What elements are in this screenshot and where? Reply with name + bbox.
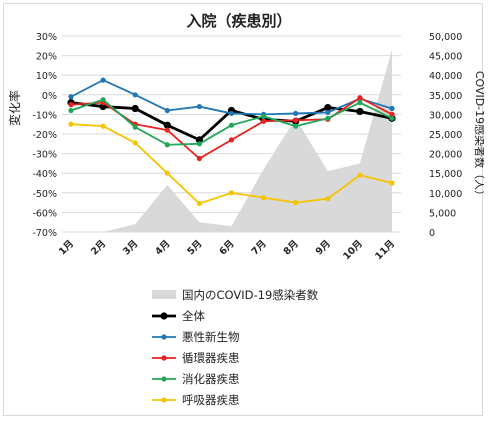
- legend-label: 国内のCOVID-19感染者数: [182, 288, 319, 302]
- y-tick-label: -50%: [32, 189, 57, 200]
- data-point: [132, 140, 138, 146]
- data-point: [261, 195, 267, 201]
- y-tick-label: -30%: [32, 150, 57, 161]
- y-tick-label: -60%: [32, 208, 57, 219]
- y2-tick-label: 5,000: [429, 208, 456, 219]
- data-point: [293, 200, 299, 206]
- data-point: [132, 92, 138, 98]
- data-point: [164, 107, 170, 114]
- data-point: [68, 102, 74, 108]
- y2-tick-label: 35,000: [429, 91, 462, 102]
- x-tick-label: 2月: [89, 238, 108, 257]
- data-point: [68, 94, 74, 100]
- data-point: [195, 136, 203, 144]
- data-point: [196, 103, 202, 110]
- y-tick-label: 30%: [36, 32, 57, 43]
- data-point: [389, 111, 395, 117]
- x-tick-label: 8月: [282, 238, 301, 257]
- chart-frame: 入院（疾患別） 変化率 COVID-19感染者数（人） 30% 20% 10% 0% -…: [3, 3, 484, 416]
- y2-tick-label: 20,000: [429, 150, 462, 161]
- data-point: [357, 100, 363, 106]
- data-point: [131, 104, 139, 113]
- data-point: [164, 142, 170, 148]
- x-tick-label: 6月: [217, 238, 236, 257]
- y-tick-label: -20%: [32, 130, 57, 141]
- data-point: [68, 121, 74, 127]
- data-point: [68, 107, 74, 114]
- data-point: [164, 170, 170, 176]
- line-chart: 入院（疾患別） 変化率 COVID-19感染者数（人） 30% 20% 10% 0% -…: [7, 12, 484, 407]
- y2-axis-label: COVID-19感染者数（人）: [473, 71, 484, 201]
- data-point: [293, 117, 299, 123]
- y2-tick-label: 0: [429, 228, 435, 239]
- x-tick-label: 5月: [185, 238, 204, 257]
- legend-label: 悪性新生物: [182, 330, 240, 344]
- data-point: [100, 97, 106, 103]
- y2-tick-label: 30,000: [429, 110, 462, 121]
- data-point: [228, 137, 235, 143]
- data-point: [228, 190, 235, 196]
- data-point: [325, 115, 331, 121]
- y-tick-label: -40%: [32, 169, 57, 180]
- x-tick-label: 4月: [153, 238, 172, 257]
- chart-title: 入院（疾患別）: [186, 12, 291, 30]
- y2-tick-label: 50,000: [429, 32, 462, 43]
- data-point: [389, 180, 395, 186]
- data-point: [163, 121, 171, 129]
- x-tick-label: 1月: [57, 238, 76, 257]
- legend-label: 呼吸器疾患: [182, 393, 240, 407]
- y2-tick-label: 40,000: [429, 71, 462, 82]
- data-point: [164, 127, 170, 133]
- covid-cases-area: [71, 49, 392, 232]
- legend-marker: [161, 397, 167, 403]
- y-tick-label: 0%: [42, 91, 57, 102]
- y2-tick-label: 10,000: [429, 189, 462, 200]
- y-tick-label: -70%: [32, 228, 57, 239]
- data-point: [196, 155, 202, 162]
- legend-label: 循環器疾患: [182, 351, 240, 365]
- data-point: [324, 103, 332, 112]
- data-point: [100, 123, 106, 129]
- data-point: [389, 115, 395, 121]
- legend-label: 全体: [182, 309, 205, 323]
- data-point: [132, 124, 138, 130]
- legend-marker: [161, 355, 167, 361]
- legend-label: 消化器疾患: [182, 372, 240, 386]
- x-tick-label: 3月: [121, 238, 140, 257]
- data-point: [261, 118, 267, 124]
- legend-swatch: [152, 290, 176, 299]
- y2-tick-label: 15,000: [429, 169, 462, 180]
- data-point: [228, 122, 235, 128]
- legend-marker: [160, 312, 168, 320]
- data-point: [228, 110, 235, 117]
- data-point: [325, 196, 331, 202]
- legend-marker: [161, 334, 167, 340]
- data-point: [100, 77, 106, 83]
- data-point: [293, 123, 299, 129]
- x-tick-label: 7月: [250, 238, 269, 257]
- data-point: [293, 110, 299, 117]
- data-point: [357, 95, 363, 101]
- x-tick-label: 11月: [373, 238, 397, 262]
- data-point: [196, 200, 202, 207]
- y-axis-label: 変化率: [7, 90, 22, 126]
- y2-tick-label: 25,000: [429, 130, 462, 141]
- y2-tick-label: 45,000: [429, 52, 462, 63]
- x-tick-label: 9月: [314, 238, 333, 257]
- y-tick-label: 20%: [36, 52, 57, 63]
- y-tick-label: 10%: [36, 71, 57, 82]
- legend-marker: [161, 376, 167, 382]
- data-point: [261, 113, 267, 119]
- y-tick-label: -10%: [32, 110, 57, 121]
- data-point: [196, 141, 202, 147]
- data-point: [389, 105, 395, 112]
- x-tick-label: 10月: [341, 238, 365, 262]
- data-point: [357, 172, 363, 178]
- data-point: [325, 109, 331, 116]
- data-point: [356, 107, 364, 116]
